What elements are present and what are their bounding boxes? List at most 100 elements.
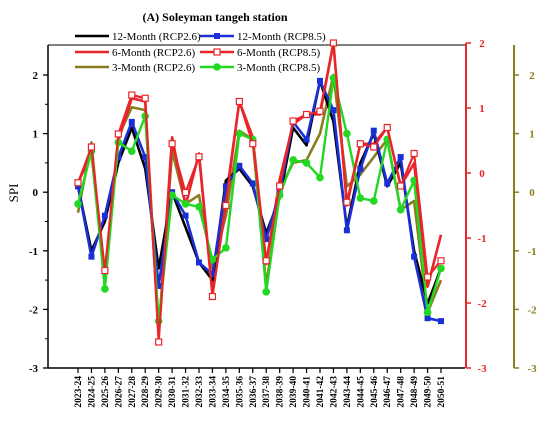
data-point bbox=[236, 162, 243, 169]
data-point bbox=[423, 273, 432, 281]
data-point bbox=[195, 203, 203, 211]
chart-title: (A) Soleyman tangeh station bbox=[142, 10, 287, 24]
right-olive-tick-label: 2 bbox=[529, 70, 535, 82]
x-tick-label: 2025-26 bbox=[101, 376, 111, 408]
data-point bbox=[114, 130, 122, 138]
right-red-tick-label: -2 bbox=[477, 298, 487, 310]
legend-label: 12-Month (RCP8.5) bbox=[237, 31, 326, 43]
data-point bbox=[195, 153, 203, 161]
data-point bbox=[396, 205, 405, 214]
data-point bbox=[155, 338, 163, 346]
data-point bbox=[370, 143, 378, 151]
series-5 bbox=[74, 74, 445, 325]
data-point bbox=[410, 149, 418, 158]
data-point bbox=[249, 180, 256, 187]
data-point bbox=[127, 147, 136, 155]
left-tick-label: 0 bbox=[33, 187, 39, 199]
data-point bbox=[249, 140, 257, 148]
data-point bbox=[262, 288, 271, 296]
data-point bbox=[209, 271, 216, 278]
legend-entry: 6-Month (RCP2.6) bbox=[75, 47, 195, 59]
legend-marker bbox=[214, 33, 220, 39]
data-point bbox=[303, 136, 310, 143]
series-line bbox=[76, 41, 442, 344]
data-point bbox=[437, 264, 445, 273]
legend-entry: 12-Month (RCP8.5) bbox=[200, 31, 326, 43]
x-tick-label: 2045-46 bbox=[370, 376, 380, 408]
data-point bbox=[155, 282, 162, 289]
data-point bbox=[142, 154, 149, 161]
data-point bbox=[411, 253, 418, 260]
series-layer bbox=[74, 39, 445, 346]
legend-marker bbox=[213, 48, 221, 56]
series-3 bbox=[74, 39, 445, 346]
data-point bbox=[343, 227, 350, 234]
right-red-tick-label: 0 bbox=[479, 168, 485, 180]
data-point bbox=[235, 97, 243, 106]
left-tick-label: -1 bbox=[29, 246, 38, 258]
data-point bbox=[235, 129, 244, 138]
x-tick-label: 2027-28 bbox=[128, 376, 138, 408]
data-point bbox=[208, 255, 217, 264]
data-point bbox=[222, 183, 229, 190]
right-olive-tick-label: 0 bbox=[529, 187, 535, 199]
left-tick-label: 1 bbox=[33, 129, 39, 141]
right-olive-tick-label: -2 bbox=[527, 304, 537, 316]
data-point bbox=[356, 140, 364, 148]
data-point bbox=[383, 123, 391, 132]
x-tick-label: 2028-29 bbox=[141, 376, 151, 408]
x-tick-label: 2047-48 bbox=[397, 376, 407, 408]
x-tick-label: 2026-27 bbox=[114, 376, 124, 408]
legend-marker bbox=[213, 63, 221, 71]
data-point bbox=[262, 257, 270, 265]
data-point bbox=[397, 182, 405, 190]
legend-entry: 6-Month (RCP8.5) bbox=[200, 47, 320, 59]
x-tick-label: 2032-33 bbox=[195, 376, 205, 408]
data-point bbox=[222, 201, 230, 210]
data-point bbox=[438, 318, 444, 325]
legend-entry: 3-Month (RCP2.6) bbox=[75, 62, 195, 74]
right-olive-tick-label: -1 bbox=[527, 246, 536, 258]
x-tick-label: 2046-47 bbox=[383, 376, 393, 408]
legend-entry: 12-Month (RCP2.6) bbox=[75, 31, 201, 43]
data-point bbox=[181, 188, 190, 197]
left-tick-label: -3 bbox=[29, 363, 39, 375]
legend-label: 12-Month (RCP2.6) bbox=[112, 31, 201, 43]
data-point bbox=[128, 91, 136, 99]
data-point bbox=[437, 257, 445, 265]
series-2 bbox=[76, 41, 443, 337]
right-red-tick-label: 2 bbox=[479, 38, 485, 50]
data-point bbox=[343, 198, 351, 206]
x-tick-label: 2037-38 bbox=[262, 376, 272, 408]
data-point bbox=[74, 179, 82, 187]
x-tick-label: 2030-31 bbox=[168, 376, 178, 408]
data-point bbox=[181, 200, 190, 208]
data-point bbox=[302, 110, 311, 119]
data-point bbox=[316, 173, 324, 182]
right-red-tick-label: -1 bbox=[477, 233, 486, 245]
legend-label: 6-Month (RCP8.5) bbox=[237, 47, 320, 59]
left-tick-label: -2 bbox=[29, 304, 39, 316]
data-point bbox=[101, 285, 109, 293]
x-tick-label: 2049-50 bbox=[424, 376, 434, 408]
data-point bbox=[343, 129, 351, 138]
x-tick-label: 2044-45 bbox=[356, 376, 366, 408]
right-red-tick-label: -3 bbox=[477, 363, 487, 375]
data-point bbox=[302, 159, 311, 167]
x-tick-label: 2029-30 bbox=[155, 376, 165, 408]
data-point bbox=[423, 308, 432, 317]
left-tick-label: 2 bbox=[33, 70, 39, 82]
data-point bbox=[87, 143, 96, 151]
x-tick-label: 2040-41 bbox=[303, 376, 313, 408]
data-point bbox=[370, 127, 377, 134]
data-point bbox=[317, 77, 323, 84]
data-point bbox=[168, 191, 176, 199]
data-point bbox=[115, 154, 122, 161]
legend-entry: 3-Month (RCP8.5) bbox=[200, 62, 320, 74]
y-axis-label: SPI bbox=[6, 184, 21, 203]
x-tick-label: 2038-39 bbox=[276, 376, 286, 408]
data-point bbox=[397, 154, 404, 161]
x-tick-label: 2042-43 bbox=[329, 376, 339, 408]
data-point bbox=[369, 197, 378, 205]
data-point bbox=[74, 200, 82, 208]
